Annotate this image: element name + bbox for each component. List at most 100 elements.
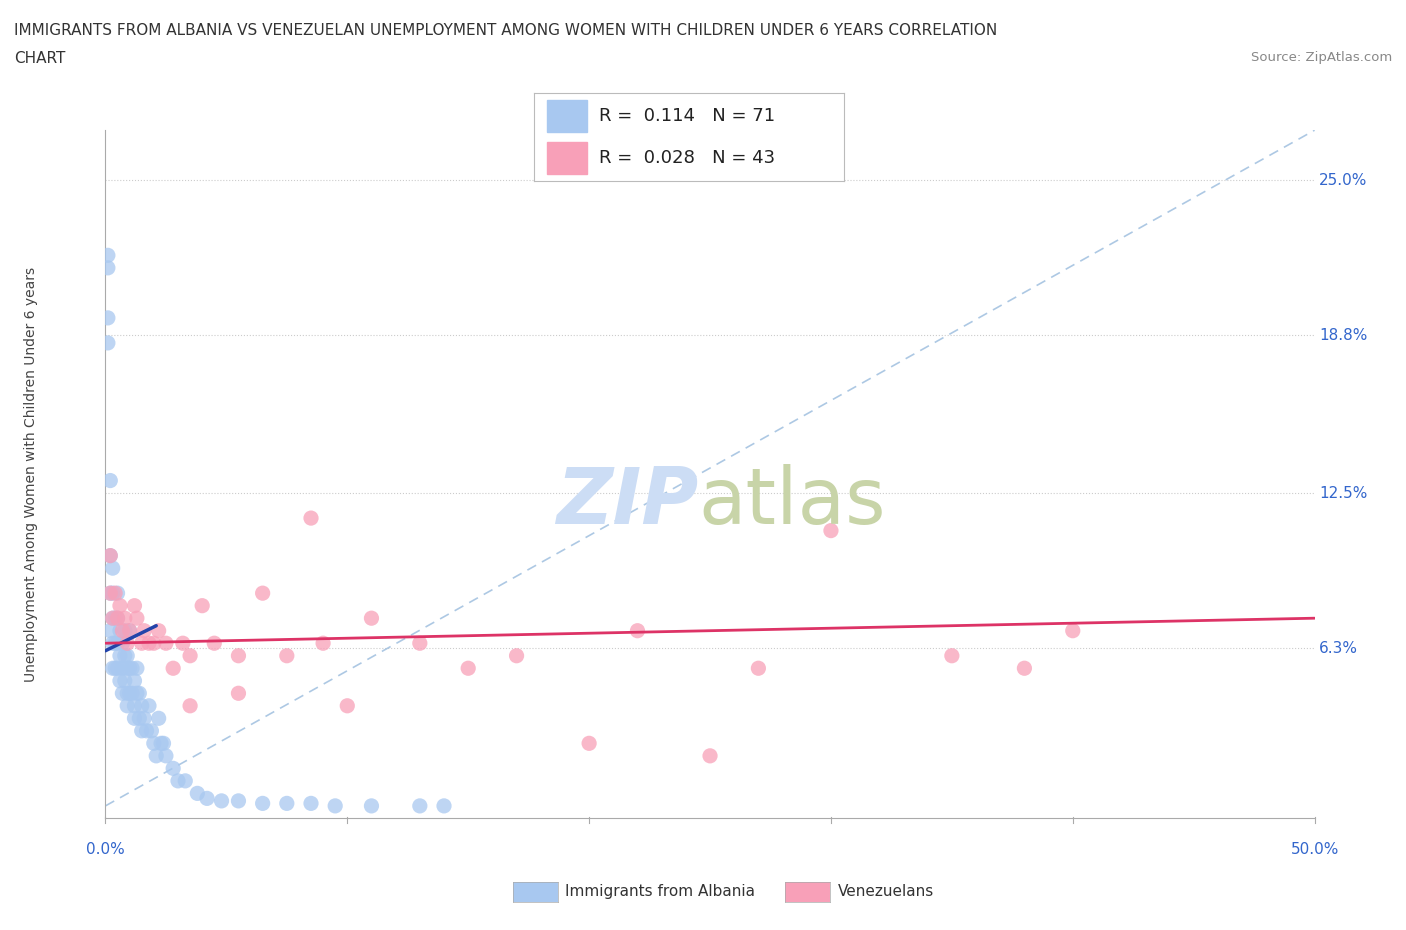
Point [98, 586, 121, 601]
Text: 25.0%: 25.0% [1319, 173, 1367, 188]
Point [202, 636, 225, 651]
Text: IMMIGRANTS FROM ALBANIA VS VENEZUELAN UNEMPLOYMENT AMONG WOMEN WITH CHILDREN UND: IMMIGRANTS FROM ALBANIA VS VENEZUELAN UN… [14, 23, 997, 38]
Point [134, 623, 156, 638]
Point [131, 698, 153, 713]
Text: ZIP: ZIP [555, 464, 697, 539]
Point [155, 749, 177, 764]
Text: 6.3%: 6.3% [1319, 641, 1358, 656]
Point [252, 586, 274, 601]
Point [98, 473, 121, 488]
Point [115, 685, 138, 700]
Point [97, 311, 120, 325]
Point [162, 661, 184, 676]
Point [118, 661, 141, 676]
Point [107, 611, 129, 626]
Point [360, 611, 382, 626]
Point [124, 673, 146, 688]
Point [97, 248, 120, 263]
Point [142, 736, 165, 751]
Point [101, 611, 124, 626]
Text: Venezuelans: Venezuelans [838, 884, 934, 899]
Point [108, 648, 131, 663]
Point [167, 774, 190, 789]
Point [699, 749, 721, 764]
Point [115, 698, 138, 713]
Text: 0.0%: 0.0% [86, 842, 125, 857]
Point [108, 673, 131, 688]
Point [101, 611, 124, 626]
Point [142, 636, 165, 651]
Point [108, 598, 131, 613]
Point [138, 636, 160, 651]
Point [101, 636, 124, 651]
Point [107, 611, 129, 626]
Point [114, 623, 136, 638]
Point [276, 796, 298, 811]
Point [111, 685, 134, 700]
Point [409, 636, 432, 651]
Point [150, 736, 173, 751]
Point [121, 661, 143, 676]
Point [104, 586, 127, 601]
Point [172, 636, 194, 651]
Point [98, 548, 121, 563]
Point [195, 790, 218, 805]
Point [138, 698, 160, 713]
Text: R =  0.114   N = 71: R = 0.114 N = 71 [599, 107, 775, 125]
Point [124, 598, 146, 613]
Point [98, 623, 121, 638]
Point [125, 685, 148, 700]
Point [115, 648, 138, 663]
Point [101, 586, 124, 601]
Point [114, 611, 136, 626]
Point [125, 661, 148, 676]
Point [111, 623, 134, 638]
Point [128, 685, 150, 700]
Text: R =  0.028   N = 43: R = 0.028 N = 43 [599, 150, 775, 167]
Point [115, 636, 138, 651]
Text: Immigrants from Albania: Immigrants from Albania [565, 884, 755, 899]
Point [179, 698, 201, 713]
Point [191, 598, 214, 613]
Point [323, 799, 346, 814]
Point [135, 724, 157, 738]
Bar [547, 100, 586, 132]
Text: Source: ZipAtlas.com: Source: ZipAtlas.com [1251, 51, 1392, 64]
Point [104, 611, 127, 626]
Point [97, 260, 120, 275]
Point [360, 799, 382, 814]
Point [118, 623, 141, 638]
Point [111, 661, 134, 676]
Point [97, 336, 120, 351]
Point [578, 736, 600, 751]
Point [312, 636, 335, 651]
Text: 50.0%: 50.0% [1291, 842, 1339, 857]
Text: atlas: atlas [697, 464, 886, 539]
Point [145, 749, 167, 764]
Point [457, 661, 479, 676]
Point [121, 685, 143, 700]
Point [104, 661, 127, 676]
Point [820, 524, 842, 538]
Point [115, 661, 138, 676]
Point [131, 636, 153, 651]
Point [98, 548, 121, 563]
Point [108, 623, 131, 638]
Point [125, 611, 148, 626]
Point [409, 799, 432, 814]
Point [124, 711, 146, 725]
Point [162, 761, 184, 776]
Point [211, 793, 233, 808]
Point [252, 796, 274, 811]
Text: CHART: CHART [14, 51, 66, 66]
Point [104, 636, 127, 651]
Point [299, 796, 322, 811]
Point [179, 648, 201, 663]
Bar [547, 142, 586, 174]
Point [228, 685, 250, 700]
Point [1014, 661, 1036, 676]
Point [101, 561, 124, 576]
Point [228, 793, 250, 808]
Point [118, 623, 141, 638]
Point [1062, 623, 1084, 638]
